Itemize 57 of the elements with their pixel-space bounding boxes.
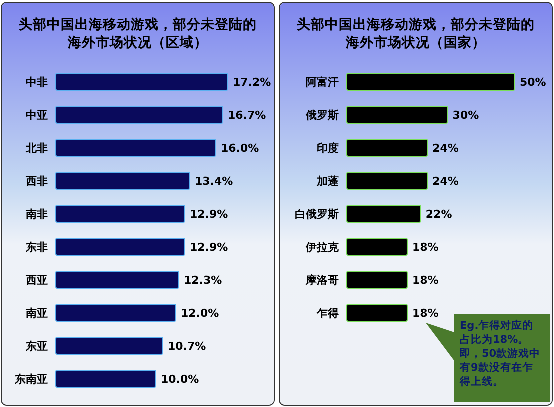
y-tick-label: 阿富汗	[306, 76, 339, 89]
y-tick-label: 北非	[25, 142, 48, 155]
bar	[56, 172, 190, 190]
bar	[56, 205, 186, 223]
bar	[56, 370, 156, 388]
data-label: 12.9%	[190, 241, 228, 254]
y-tick-label: 西非	[25, 175, 48, 188]
data-label: 22%	[426, 208, 452, 221]
y-tick-label: 加蓬	[316, 175, 339, 188]
data-label: 18%	[412, 274, 439, 287]
bar	[56, 337, 164, 355]
bar	[346, 106, 448, 124]
data-label: 13.4%	[195, 175, 234, 188]
bar	[346, 139, 428, 157]
bar	[346, 271, 408, 289]
data-label: 18%	[412, 241, 439, 254]
data-label: 18%	[412, 307, 439, 320]
y-tick-label: 乍得	[316, 307, 339, 320]
bar	[346, 172, 428, 190]
bar	[346, 238, 408, 256]
data-label: 16.7%	[228, 109, 266, 122]
bar	[346, 205, 422, 223]
data-label: 12.9%	[190, 208, 228, 221]
y-tick-label: 俄罗斯	[305, 109, 339, 122]
data-label: 50%	[520, 76, 546, 89]
y-tick-label: 中非	[26, 76, 48, 89]
bar	[346, 73, 516, 91]
data-label: 10.7%	[168, 340, 206, 353]
data-label: 30%	[452, 109, 480, 122]
y-tick-label: 摩洛哥	[305, 274, 339, 287]
bar	[56, 139, 216, 157]
y-tick-label: 伊拉克	[305, 241, 340, 254]
bar	[56, 106, 224, 124]
y-tick-label: 南亚	[25, 307, 48, 320]
bar	[56, 304, 176, 322]
bar	[56, 271, 180, 289]
y-tick-label: 东非	[25, 241, 48, 254]
y-tick-label: 南非	[25, 208, 48, 221]
data-label: 10.0%	[161, 373, 200, 386]
data-label: 12.0%	[181, 307, 220, 320]
data-label: 12.3%	[184, 274, 222, 287]
y-tick-label: 东亚	[25, 340, 48, 353]
y-tick-label: 东南亚	[14, 373, 48, 386]
y-tick-label: 中亚	[26, 109, 48, 122]
data-label: 24%	[432, 175, 459, 188]
data-label: 24%	[432, 142, 459, 155]
y-tick-label: 白俄罗斯	[295, 208, 339, 221]
bar	[346, 304, 408, 322]
bar	[56, 73, 228, 91]
chart-title: 头部中国出海移动游戏，部分未登陆的海外市场状况（区域）	[18, 16, 258, 52]
bar	[56, 238, 186, 256]
y-tick-label: 印度	[317, 142, 339, 155]
chart-title: 头部中国出海移动游戏，部分未登陆的海外市场状况（国家）	[296, 16, 536, 52]
data-label: 17.2%	[233, 76, 272, 89]
y-tick-label: 西亚	[25, 274, 48, 287]
annotation: Eg.乍得对应的占比为18%。即，50款游戏中有9款没有在乍得上线。	[454, 314, 550, 402]
data-label: 16.0%	[221, 142, 260, 155]
